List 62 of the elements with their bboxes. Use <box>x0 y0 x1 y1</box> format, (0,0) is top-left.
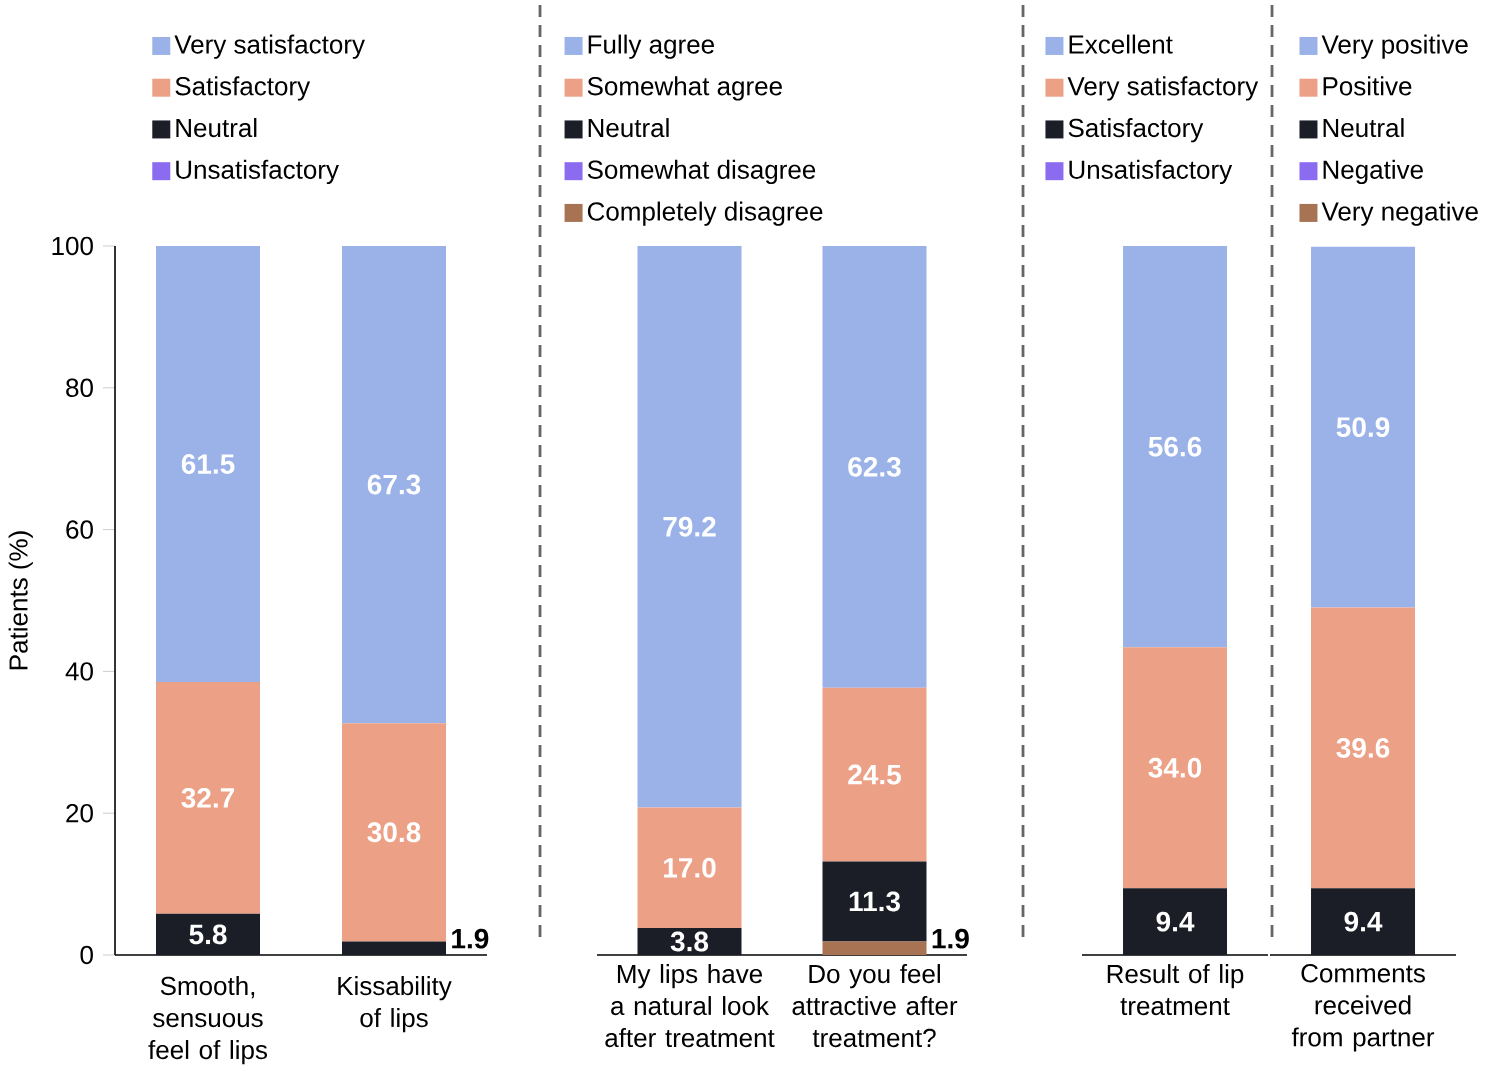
data-label: 50.9 <box>1336 417 1390 438</box>
data-label: 34.0 <box>1148 757 1202 778</box>
bar <box>822 245 927 688</box>
y-tick-label: 100 <box>52 236 93 256</box>
data-label: 39.6 <box>1336 738 1390 758</box>
bar <box>822 687 927 862</box>
bar <box>342 941 447 955</box>
legend-label: Positive <box>1323 76 1412 96</box>
data-label: 32.7 <box>181 787 235 808</box>
data-label: 61.5 <box>181 454 235 474</box>
legend-label: Somewhat agree <box>587 76 782 101</box>
legend-label: Very satisfactory <box>1067 76 1259 101</box>
data-label: 9.4 <box>1156 911 1195 932</box>
data-label: 17.0 <box>664 857 716 878</box>
bar <box>822 941 927 955</box>
x-tick-label: Kissability of lips <box>338 976 452 1033</box>
y-tick-label: 0 <box>80 945 93 965</box>
x-tick-label: Do you feel attractive after treatment? <box>792 964 958 1048</box>
data-label: 3.8 <box>670 931 709 952</box>
bar <box>156 682 261 914</box>
legend-label: Unsatisfactory <box>176 159 339 185</box>
y-axis-title: Patients (%) <box>8 531 33 670</box>
x-tick-label: Result of lip treatment <box>1107 964 1244 1016</box>
bar <box>637 807 742 929</box>
x-tick-label: Comments received from partner <box>1291 964 1435 1052</box>
legend-label: Unsatisfactory <box>1069 159 1233 185</box>
legend-label: Excellent <box>1069 34 1173 54</box>
data-label: 5.8 <box>189 924 227 945</box>
y-tick-label: 60 <box>66 520 93 539</box>
data-label: 24.5 <box>848 764 901 785</box>
data-label: 62.3 <box>848 456 901 477</box>
bar <box>156 245 261 683</box>
bar <box>637 245 742 808</box>
y-tick-label: 20 <box>66 803 93 823</box>
legend-label: Neutral <box>1323 118 1404 138</box>
bar <box>342 723 447 942</box>
legend-label: Fully agree <box>588 34 714 59</box>
legend-label: Completely disagree <box>587 201 823 226</box>
data-label: 79.2 <box>663 516 716 537</box>
y-tick-label: 80 <box>66 378 93 397</box>
x-tick-label: My lips have a natural look after treatment <box>605 964 775 1048</box>
legend-label: Very negative <box>1321 201 1478 226</box>
y-tick-label: 40 <box>65 662 93 681</box>
legend-label: Neutral <box>176 118 257 138</box>
legend-label: Negative <box>1323 159 1423 185</box>
bar <box>156 913 261 955</box>
data-label: 30.8 <box>367 822 421 843</box>
bar <box>822 861 927 942</box>
legend-label: Satisfactory <box>1068 118 1204 143</box>
legend-label: Neutral <box>588 118 669 138</box>
legend-label: Somewhat disagree <box>587 159 816 185</box>
data-label: 1.9 <box>452 928 489 949</box>
data-label: 9.4 <box>1344 911 1383 932</box>
x-tick-label: Smooth, sensuous feel of lips <box>148 976 268 1065</box>
data-label: 1.9 <box>932 928 969 949</box>
legend-label: Very positive <box>1321 34 1468 59</box>
data-label: 56.6 <box>1148 436 1202 457</box>
legend-label: Satisfactory <box>175 76 311 101</box>
legend-label: Very satisfactory <box>174 34 365 59</box>
data-label: 11.3 <box>849 891 900 912</box>
data-label: 67.3 <box>367 474 421 495</box>
bar <box>342 245 447 724</box>
